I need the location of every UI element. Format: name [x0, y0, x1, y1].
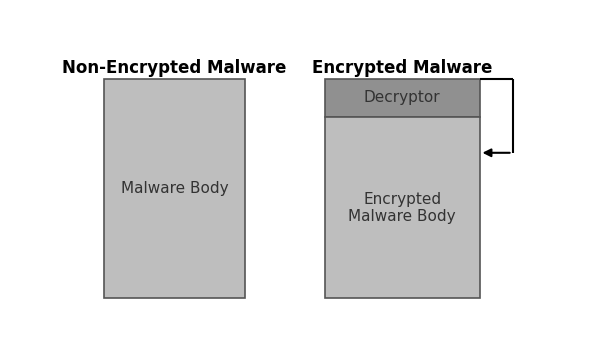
- Text: Encrypted Malware: Encrypted Malware: [312, 59, 492, 77]
- Text: Non-Encrypted Malware: Non-Encrypted Malware: [62, 59, 287, 77]
- Bar: [325, 117, 480, 298]
- Text: Malware Body: Malware Body: [121, 181, 228, 196]
- Text: Encrypted
Malware Body: Encrypted Malware Body: [348, 192, 456, 224]
- Text: Decryptor: Decryptor: [364, 90, 441, 105]
- Bar: [104, 79, 245, 298]
- Bar: [325, 79, 480, 117]
